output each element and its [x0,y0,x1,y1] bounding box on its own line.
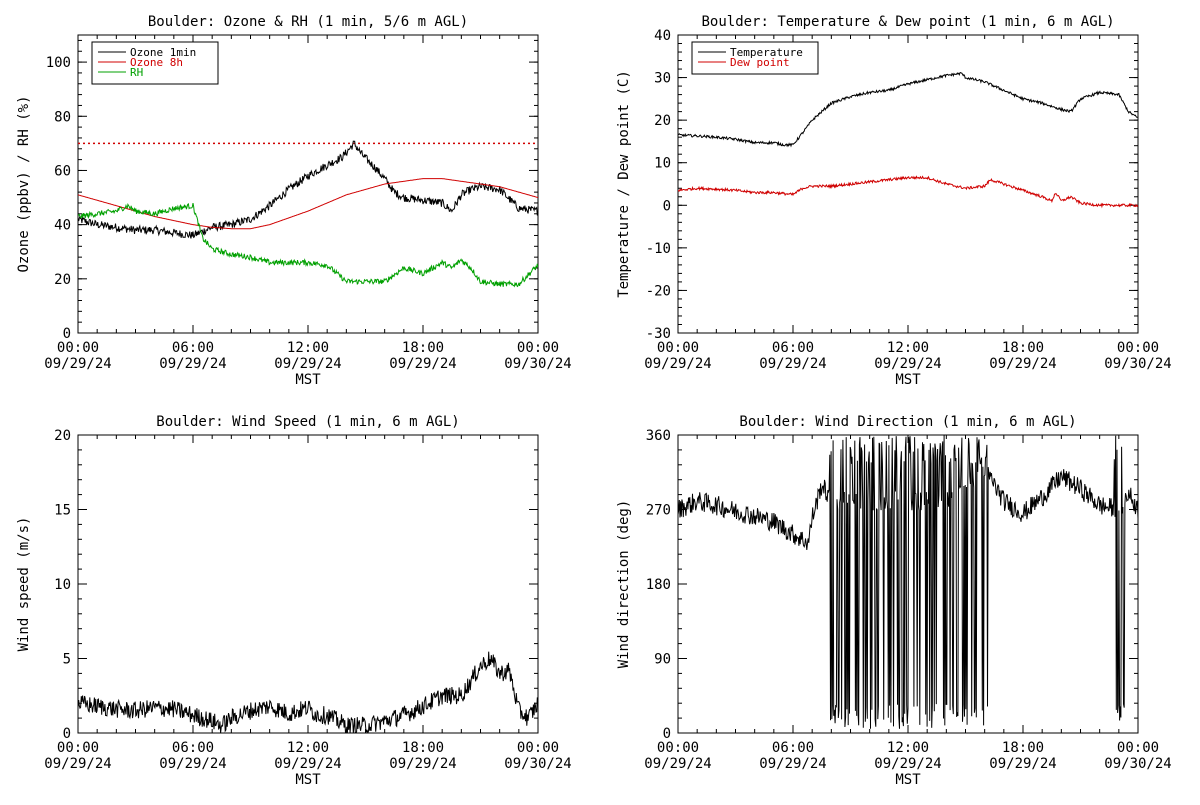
x-tick-label: 00:00 [57,740,99,756]
y-tick-label: 0 [63,726,71,742]
y-tick-label: 10 [654,156,671,172]
x-axis-label: MST [295,372,321,388]
x-tick-date-label: 09/29/24 [389,356,456,372]
series-line-2 [678,175,1138,209]
x-tick-date-label: 09/29/24 [874,756,941,772]
x-tick-label: 18:00 [402,340,444,356]
x-tick-label: 00:00 [657,340,699,356]
y-tick-label: 0 [663,726,671,742]
y-tick-label: 90 [654,652,671,668]
y-tick-label: -20 [646,283,671,299]
chart-title: Boulder: Temperature & Dew point (1 min,… [701,14,1114,30]
series-line-1 [678,72,1138,148]
legend-label: Ozone 8h [130,56,183,69]
y-tick-label: 30 [654,71,671,87]
x-tick-date-label: 09/29/24 [644,756,711,772]
legend-label: Ozone 1min [130,46,196,59]
x-tick-label: 18:00 [1002,740,1044,756]
x-tick-date-label: 09/29/24 [989,356,1056,372]
y-tick-label: 20 [54,428,71,444]
x-tick-date-label: 09/29/24 [874,356,941,372]
x-tick-date-label: 09/29/24 [759,756,826,772]
x-tick-label: 06:00 [172,740,214,756]
y-tick-label: 0 [663,198,671,214]
y-tick-label: 10 [54,577,71,593]
x-tick-label: 18:00 [1002,340,1044,356]
x-tick-date-label: 09/29/24 [989,756,1056,772]
y-tick-label: 5 [63,652,71,668]
x-tick-label: 00:00 [517,340,559,356]
chart-panel-1: Boulder: Ozone & RH (1 min, 5/6 m AGL)00… [16,14,572,388]
y-axis-label: Ozone (ppbv) / RH (%) [16,95,32,272]
y-tick-label: 40 [654,28,671,44]
x-tick-label: 06:00 [172,340,214,356]
x-tick-date-label: 09/29/24 [159,756,226,772]
x-tick-label: 00:00 [1117,340,1159,356]
x-tick-label: 06:00 [772,740,814,756]
x-axis-label: MST [295,772,321,788]
y-axis-label: Wind direction (deg) [616,500,632,669]
x-tick-date-label: 09/29/24 [44,756,111,772]
x-tick-date-label: 09/30/24 [504,756,571,772]
y-tick-label: 0 [63,326,71,342]
chart-title: Boulder: Wind Speed (1 min, 6 m AGL) [156,414,459,430]
series-line-2 [78,178,538,230]
y-axis-label: Wind speed (m/s) [16,517,32,652]
x-tick-label: 00:00 [657,740,699,756]
y-tick-label: 60 [54,163,71,179]
series-line-1 [78,140,538,239]
series-line-1 [678,435,1138,729]
chart-title: Boulder: Wind Direction (1 min, 6 m AGL) [739,414,1076,430]
y-tick-label: 15 [54,503,71,519]
x-tick-date-label: 09/29/24 [274,756,341,772]
legend-box [691,41,819,75]
x-tick-label: 00:00 [1117,740,1159,756]
legend-label: Dew point [730,56,790,69]
y-tick-label: 360 [646,428,671,444]
chart-panel-2: Boulder: Temperature & Dew point (1 min,… [616,14,1172,388]
x-tick-date-label: 09/29/24 [389,756,456,772]
plot-frame [677,34,1139,334]
chart-panel-4: Boulder: Wind Direction (1 min, 6 m AGL)… [616,414,1172,788]
y-tick-label: -30 [646,326,671,342]
y-tick-label: 20 [54,272,71,288]
x-tick-label: 06:00 [772,340,814,356]
legend-box [91,41,219,85]
chart-title: Boulder: Ozone & RH (1 min, 5/6 m AGL) [148,14,468,30]
y-tick-label: 180 [646,577,671,593]
x-tick-label: 12:00 [887,340,929,356]
x-tick-date-label: 09/29/24 [159,356,226,372]
x-tick-date-label: 09/30/24 [1104,356,1171,372]
x-tick-date-label: 09/29/24 [274,356,341,372]
x-tick-date-label: 09/30/24 [1104,756,1171,772]
chart-panel-3: Boulder: Wind Speed (1 min, 6 m AGL) 00:0… [16,414,572,788]
y-axis-label: Temperature / Dew point (C) [616,70,632,298]
x-tick-label: 00:00 [517,740,559,756]
legend-label: RH [130,66,143,79]
y-tick-label: 80 [54,109,71,125]
y-tick-label: 20 [654,113,671,129]
x-tick-date-label: 09/29/24 [44,356,111,372]
series-line-3 [78,202,538,288]
y-tick-label: 100 [46,55,71,71]
x-axis-label: MST [895,372,921,388]
x-tick-label: 12:00 [887,740,929,756]
y-tick-label: 40 [54,218,71,234]
y-tick-label: -10 [646,241,671,257]
x-tick-label: 00:00 [57,340,99,356]
x-tick-label: 12:00 [287,740,329,756]
x-tick-date-label: 09/29/24 [759,356,826,372]
y-tick-label: 270 [646,503,671,519]
legend-label: Temperature [730,46,803,59]
x-tick-date-label: 09/29/24 [644,356,711,372]
x-tick-date-label: 09/30/24 [504,356,571,372]
x-axis-label: MST [895,772,921,788]
series-line-1 [78,651,538,733]
x-tick-label: 18:00 [402,740,444,756]
x-tick-label: 12:00 [287,340,329,356]
